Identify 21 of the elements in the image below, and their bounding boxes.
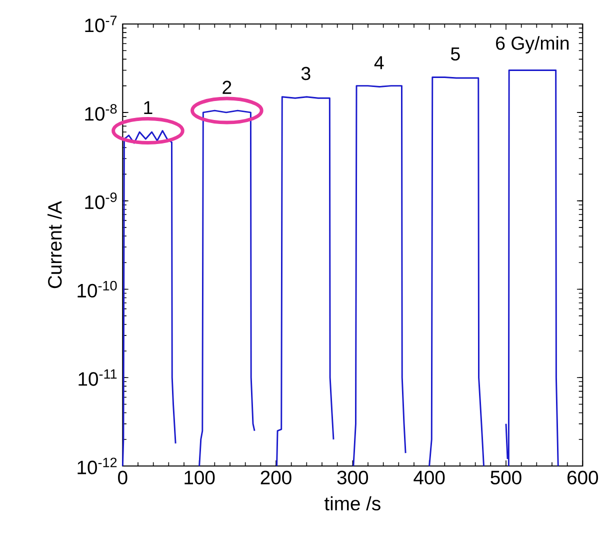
x-axis-title: time /s — [324, 496, 380, 511]
y-axis-title: Current /A — [48, 201, 62, 288]
annotation: 1 — [144, 101, 152, 114]
x-tick-label: 500 — [490, 470, 522, 485]
y-tick-label: 10$^{-10}$ — [78, 281, 117, 298]
x-tick-label: 100 — [184, 470, 215, 485]
annotation: 3 — [301, 67, 310, 80]
y-tick-label: 10$^{-8}$ — [85, 104, 117, 121]
x-tick-label: 200 — [260, 470, 292, 485]
annotation: 2 — [222, 80, 232, 94]
y-tick-label: 10$^{-12}$ — [78, 458, 117, 474]
annotation: 5 — [450, 48, 460, 61]
annotation: 4 — [374, 56, 384, 70]
x-tick-label: 400 — [414, 470, 445, 485]
x-tick-label: 600 — [568, 470, 598, 485]
y-tick-label: 10$^{-9}$ — [85, 192, 117, 210]
y-tick-label: 10$^{-11}$ — [78, 370, 117, 386]
x-tick-label: 300 — [337, 470, 368, 485]
y-tick-label: 10$^{-7}$ — [85, 16, 117, 32]
annotation: 6 Gy/min — [496, 36, 569, 54]
x-tick-label: 0 — [118, 470, 128, 485]
